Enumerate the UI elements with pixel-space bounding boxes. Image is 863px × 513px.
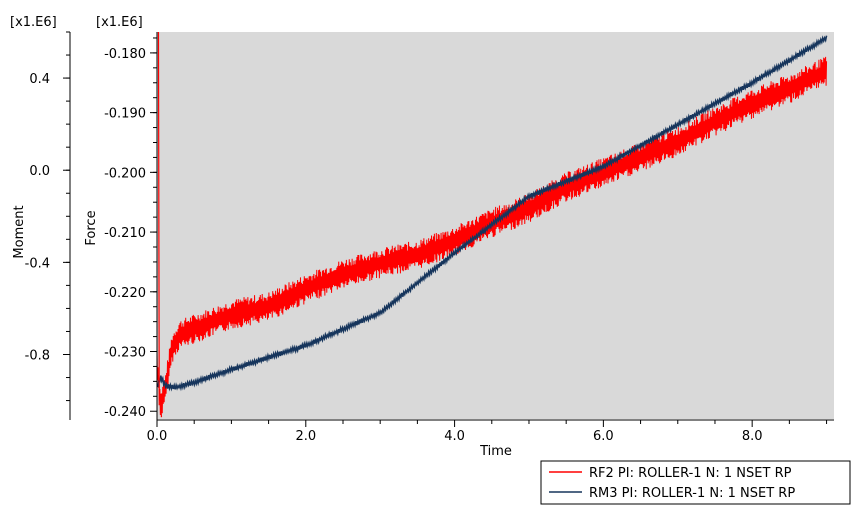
- x-tick-label: 2.0: [295, 429, 316, 444]
- y-left-tick-label: -0.4: [25, 256, 50, 271]
- y-left-ticks: 0.4 0.0 -0.4 -0.8: [25, 31, 70, 402]
- legend: RF2 PI: ROLLER-1 N: 1 NSET RP RM3 PI: RO…: [540, 460, 851, 505]
- y-right-tick-label: -0.220: [104, 286, 146, 301]
- y-right-tick-label: -0.190: [104, 107, 146, 122]
- y-right-tick-label: -0.240: [104, 405, 146, 420]
- x-tick-label: 0.0: [147, 429, 168, 444]
- x-tick-label: 4.0: [444, 429, 465, 444]
- y-right-ticks: -0.180 -0.190 -0.200 -0.210 -0.220 -0.230 -0.2…: [104, 37, 157, 420]
- x-axis-label: Time: [479, 444, 512, 459]
- y-right-tick-label: -0.200: [104, 166, 146, 181]
- chart-marks: [156, 31, 828, 418]
- y-left-multiplier: [x1.E6]: [10, 15, 57, 30]
- y-left-axis-label: Moment: [12, 205, 27, 258]
- series-spike-rf2: [157, 31, 163, 418]
- y-right-axis-label: Force: [84, 210, 99, 245]
- x-tick-label: 8.0: [742, 429, 763, 444]
- legend-label-rm3: RM3 PI: ROLLER-1 N: 1 NSET RP: [589, 486, 795, 501]
- y-right-tick-label: -0.180: [104, 47, 146, 62]
- x-tick-label: 6.0: [593, 429, 614, 444]
- legend-box: [540, 460, 851, 505]
- legend-label-rf2: RF2 PI: ROLLER-1 N: 1 NSET RP: [589, 466, 792, 481]
- y-left-tick-label: 0.4: [29, 72, 50, 87]
- y-left-tick-label: -0.8: [25, 349, 50, 364]
- y-left-tick-label: 0.0: [29, 164, 50, 179]
- series-line-rm3: [156, 35, 828, 392]
- x-ticks: 0.0 2.0 4.0 6.0 8.0: [147, 420, 828, 444]
- y-right-multiplier: [x1.E6]: [96, 15, 143, 30]
- y-right-tick-label: -0.210: [104, 226, 146, 241]
- y-right-tick-label: -0.230: [104, 346, 146, 361]
- series-line-rf2: [156, 56, 828, 415]
